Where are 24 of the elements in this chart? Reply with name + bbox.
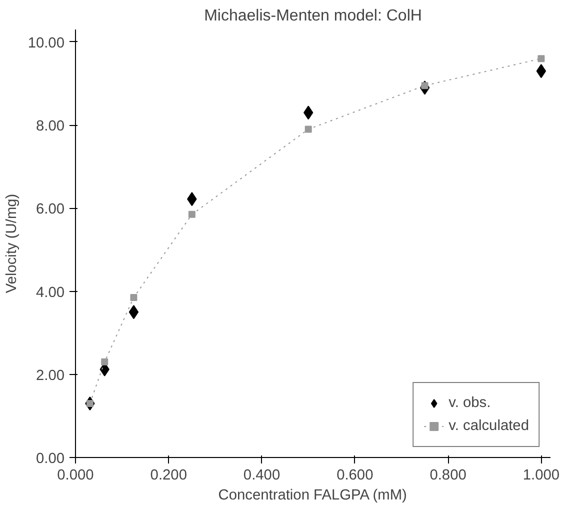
- point: [101, 358, 108, 366]
- y-tick-label: 4.00: [36, 284, 65, 301]
- y-tick-label: 10.00: [28, 35, 65, 52]
- point: [536, 64, 546, 78]
- x-tick-label: 1.000: [522, 468, 560, 484]
- x-tick-label: 0.000: [57, 468, 94, 484]
- point: [130, 294, 138, 302]
- legend-label: v. calculated: [448, 418, 529, 434]
- chart-title: Michaelis-Menten model: ColH: [204, 8, 422, 24]
- point: [538, 55, 545, 62]
- x-tick-label: 0.200: [150, 468, 187, 484]
- point: [304, 126, 312, 133]
- y-axis-title: Velocity (U/mg): [4, 194, 20, 294]
- y-tick-label: 6.00: [36, 202, 65, 218]
- y-tick-label: 8.00: [36, 118, 65, 135]
- x-tick-label: 0.600: [336, 468, 374, 484]
- point: [128, 305, 139, 320]
- y-tick-label: 0.00: [36, 451, 65, 467]
- legend-label: v. obs.: [448, 395, 491, 411]
- x-axis-title: Concentration FALGPA (mM): [218, 488, 407, 504]
- point: [188, 210, 196, 218]
- y-tick-label: 2.00: [36, 368, 65, 384]
- x-tick-label: 0.400: [243, 468, 280, 484]
- x-tick-label: 0.800: [430, 468, 466, 484]
